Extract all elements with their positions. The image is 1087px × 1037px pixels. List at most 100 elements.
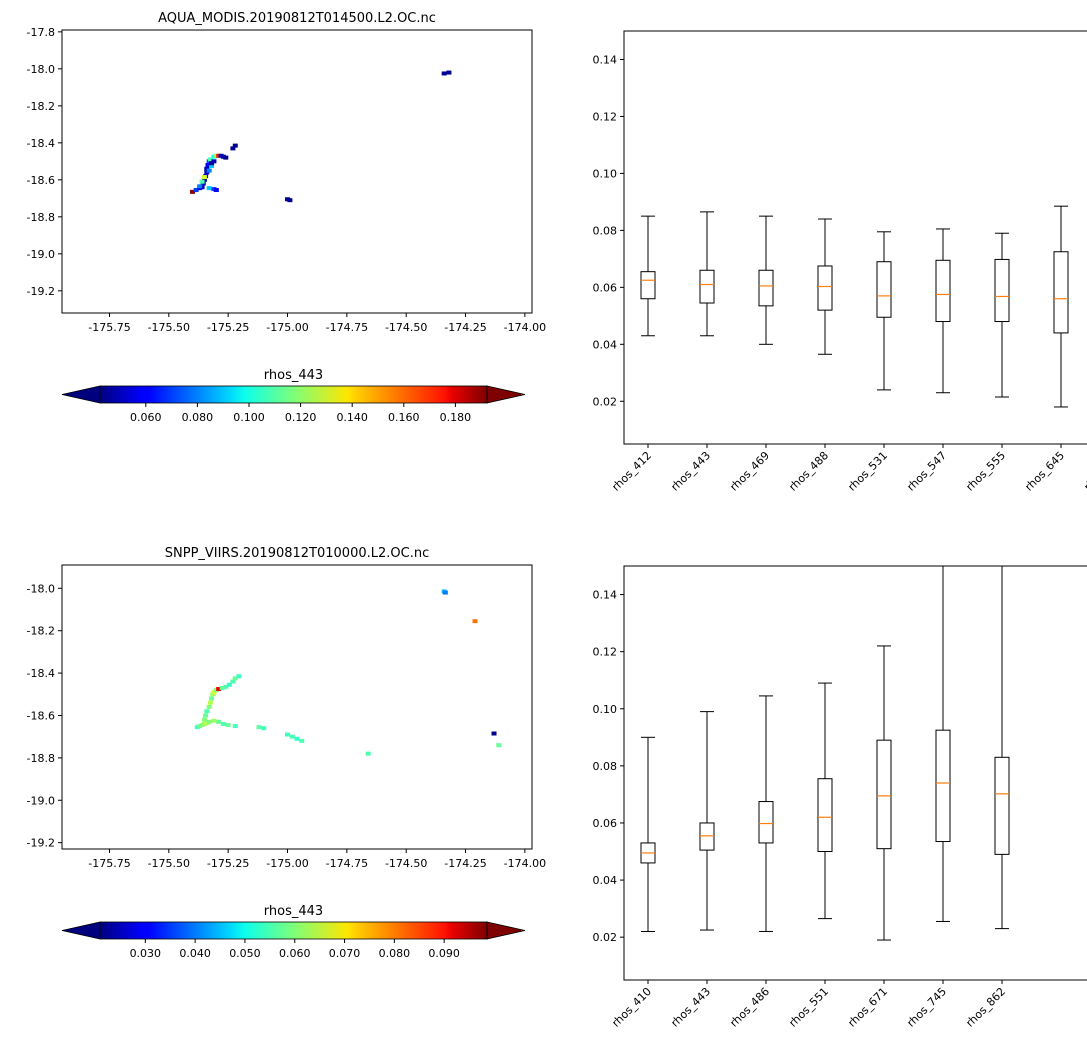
map-pixel [232, 143, 238, 148]
x-tick-label: rhos_547 [904, 449, 949, 494]
colorbar-tick-label: 0.060 [279, 947, 311, 960]
boxplot-frame [623, 565, 1087, 981]
map-pixel [223, 155, 229, 160]
box-iqr [935, 729, 951, 843]
map-pixel [207, 157, 213, 162]
y-tick-label: 0.04 [593, 338, 618, 351]
map-pixel [209, 696, 215, 701]
box-iqr [699, 269, 715, 304]
colorbar-low-extension [61, 921, 101, 940]
y-tick-label: 0.08 [593, 224, 618, 237]
box-rhos_443 [699, 711, 715, 931]
colorbar-label: rhos_443 [264, 904, 323, 919]
box-iqr [758, 801, 774, 844]
map-frame [61, 29, 533, 314]
colorbar-tick-label: 0.080 [182, 411, 214, 424]
x-tick-label: -175.25 [207, 857, 249, 870]
map-pixel [225, 723, 231, 728]
colorbar-gradient [99, 385, 488, 404]
colorbar-tick-label: 0.160 [388, 411, 420, 424]
y-tick-label: -18.0 [27, 63, 55, 76]
box-iqr [994, 756, 1010, 855]
box-iqr [1053, 251, 1069, 334]
map-pixel [472, 619, 478, 624]
box-rhos_645 [1053, 205, 1069, 408]
box-rhos_410 [640, 736, 656, 932]
colorbar-tick-label: 0.080 [379, 947, 411, 960]
box-rhos_551 [817, 682, 833, 920]
colorbar-tick-label: 0.070 [329, 947, 361, 960]
x-tick-label: -175.00 [266, 321, 308, 334]
box-rhos_745 [935, 565, 951, 922]
map-title: SNPP_VIIRS.20190812T010000.L2.OC.nc [165, 546, 429, 561]
x-tick-label: rhos_412 [609, 449, 654, 494]
x-tick-label: -174.50 [385, 321, 427, 334]
x-tick-label: rhos_671 [845, 985, 890, 1030]
map-pixel [211, 718, 217, 723]
x-tick-label: rhos_469 [727, 449, 772, 494]
y-tick-label: 0.04 [593, 874, 618, 887]
x-tick-label: rhos_745 [904, 985, 949, 1030]
y-tick-label: 0.10 [593, 167, 618, 180]
x-tick-label: -175.50 [148, 857, 190, 870]
y-tick-label: 0.14 [593, 53, 618, 66]
map-pixel [206, 168, 212, 173]
map-pixel [197, 184, 203, 189]
x-tick-label: -174.75 [326, 857, 368, 870]
map-pixel [365, 751, 371, 756]
y-tick-label: -18.6 [27, 174, 55, 187]
map-pixel [206, 719, 212, 724]
y-tick-label: 0.12 [593, 646, 618, 659]
x-tick-label: -175.75 [88, 857, 130, 870]
map-pixel [201, 717, 207, 722]
colorbar-label: rhos_443 [264, 368, 323, 383]
x-tick-label: -174.25 [444, 857, 486, 870]
map-pixel [204, 709, 210, 714]
box-iqr [817, 265, 833, 311]
map-panel-0: AQUA_MODIS.20190812T014500.L2.OC.nc -175.… [27, 11, 547, 424]
map-pixel [232, 724, 238, 729]
x-tick-label: -174.00 [504, 321, 546, 334]
box-iqr [817, 778, 833, 853]
y-tick-label: -18.8 [27, 752, 55, 765]
x-tick-label: -174.25 [444, 321, 486, 334]
colorbar: rhos_443 0.060 0.080 0.100 0.120 0.140 0.160 0.… [61, 368, 526, 424]
x-tick-label: -174.75 [326, 321, 368, 334]
map-pixel [226, 682, 232, 687]
y-tick-label: -18.0 [27, 582, 55, 595]
x-tick-label: -175.75 [88, 321, 130, 334]
colorbar-high-extension [486, 921, 526, 940]
x-tick-label: rhos_645 [1022, 449, 1067, 494]
y-tick-label: -19.2 [27, 285, 55, 298]
x-tick-label: rhos_410 [609, 985, 654, 1030]
colorbar-gradient [99, 921, 488, 940]
y-tick-label: 0.02 [593, 395, 618, 408]
box-rhos_862 [994, 565, 1010, 930]
box-iqr [876, 261, 892, 318]
x-tick-label: rhos_551 [786, 985, 831, 1030]
box-iqr [876, 739, 892, 850]
y-tick-label: 0.10 [593, 703, 618, 716]
map-pixel [442, 590, 448, 595]
colorbar-tick-label: 0.180 [440, 411, 472, 424]
x-tick-label: -175.00 [266, 857, 308, 870]
box-rhos_671 [876, 645, 892, 941]
y-tick-label: 0.12 [593, 110, 618, 123]
colorbar: rhos_443 0.030 0.040 0.050 0.060 0.070 0.080 0.… [61, 904, 526, 960]
map-pixel [211, 690, 217, 695]
x-tick-label: rhos_443 [668, 985, 713, 1030]
colorbar-tick-label: 0.030 [130, 947, 162, 960]
box-rhos_547 [935, 228, 951, 394]
map-pixel [285, 732, 291, 737]
y-tick-label: -18.4 [27, 667, 55, 680]
colorbar-low-extension [61, 385, 101, 404]
x-tick-label: rhos_531 [845, 449, 890, 494]
box-rhos_555 [994, 232, 1010, 398]
map-pixel [219, 685, 225, 690]
y-tick-label: -19.0 [27, 248, 55, 261]
map-pixel [211, 159, 217, 164]
colorbar-tick-label: 0.090 [428, 947, 460, 960]
x-tick-label: rhos_862 [963, 985, 1008, 1030]
y-tick-label: -18.2 [27, 100, 55, 113]
